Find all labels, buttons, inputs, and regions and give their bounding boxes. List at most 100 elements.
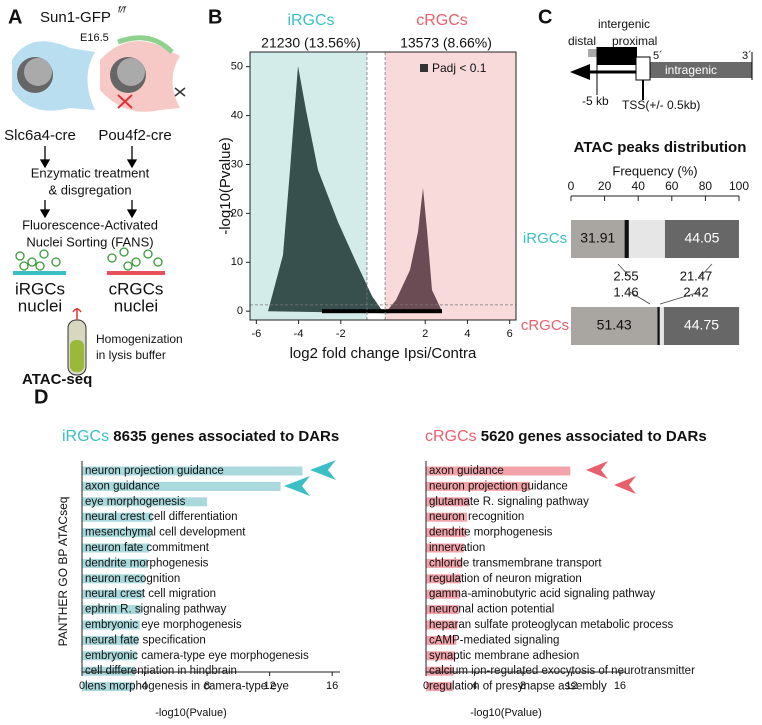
category-label: neural crest cell migration: [85, 588, 216, 600]
category-label: cell differentiation in hindbrain: [85, 665, 237, 677]
x-tick-label: 12: [565, 680, 577, 692]
title-part: cRGCs: [425, 428, 477, 445]
value-label: 1.46: [613, 284, 638, 299]
bar: [426, 651, 456, 661]
category-label: neuron recognition: [85, 573, 180, 585]
category-label: regulation of neuron migration: [429, 573, 582, 585]
x-tick-label: -6: [251, 328, 261, 340]
region-label: -5 kb: [582, 94, 609, 108]
bar: [82, 635, 139, 645]
category-label: embryonic camera-type eye morphogenesis: [85, 650, 309, 662]
title-part: genes associated to DARs: [151, 428, 339, 445]
region-label: 5´: [653, 50, 663, 62]
chart-title: cRGCs 5620 genes associated to DARs: [425, 428, 707, 445]
category-label: heparan sulfate proteoglycan metabolic p…: [429, 619, 673, 631]
y-axis-label: -log10(Pvalue): [217, 137, 234, 235]
category-label: calcium ion-regulated exocytosis of neur…: [429, 665, 695, 677]
bar: [82, 497, 208, 507]
x-axis-label: -log10(Pvalue): [155, 707, 227, 719]
bar: [426, 635, 457, 645]
bar: [82, 682, 134, 692]
category-label: neuron projection guidance: [85, 465, 224, 477]
genotype: f/f: [118, 4, 127, 14]
point-cloud: [268, 66, 384, 314]
arrowheads: [284, 460, 636, 496]
x-tick-label: 80: [699, 179, 713, 193]
x-tick-label: 4: [141, 680, 147, 692]
method: ATAC-seq: [22, 371, 92, 388]
group-count: 13573 (8.66%): [400, 35, 492, 51]
category-label: axon guidance: [429, 465, 504, 477]
bar: [82, 574, 145, 584]
region-label: proximal: [612, 34, 657, 48]
category-label: neuron recognition: [429, 511, 524, 523]
value-label: 2.42: [683, 284, 708, 299]
bar-segment: [659, 307, 664, 345]
category-label: eye morphogenesis: [85, 496, 186, 508]
bar: [82, 589, 143, 599]
nuclei-label: nuclei: [18, 296, 62, 315]
category-label: dendrite morphogenesis: [429, 527, 553, 539]
x-tick-label: 100: [729, 179, 749, 193]
bar: [426, 620, 458, 630]
y-tick-label: 20: [231, 207, 243, 219]
category-label: dendrite morphogenesis: [85, 557, 209, 569]
category-label: chloride transmembrane transport: [429, 557, 602, 569]
bar: [426, 512, 468, 522]
bar-segment: [571, 307, 658, 345]
region-label: TSS(+/- 0.5kb): [622, 98, 700, 112]
x-tick-label: 60: [665, 179, 679, 193]
value-label: 2.55: [613, 268, 638, 283]
mouse-line: Sun1-GFP: [40, 9, 111, 26]
title-part: genes associated to DARs: [518, 428, 706, 445]
bar-segment: [664, 220, 739, 258]
cre-line: Slc6a4-cre: [4, 127, 76, 144]
x-tick-label: 20: [598, 179, 612, 193]
category-label: cAMP-mediated signaling: [429, 634, 559, 646]
x-tick-label: 8: [204, 680, 210, 692]
title-part: 5620: [481, 428, 514, 445]
region-label: 3´: [742, 50, 752, 62]
x-tick-label: -4: [294, 328, 304, 340]
step: & disgregation: [48, 182, 131, 197]
category-label: neural fate specification: [85, 634, 206, 646]
bar: [82, 666, 136, 676]
bar: [426, 543, 464, 553]
bar: [426, 682, 453, 692]
x-tick-label: 16: [614, 680, 626, 692]
region-label: intergenic: [598, 17, 650, 31]
x-tick-label: 16: [326, 680, 338, 692]
chart-title: ATAC peaks distribution: [574, 139, 747, 156]
x-tick-label: 4: [471, 680, 477, 692]
panel-label: D: [34, 386, 48, 408]
x-tick-label: -2: [336, 328, 346, 340]
panel-a-illustration: [12, 35, 186, 376]
y-tick-label: 30: [231, 158, 243, 170]
point-cloud: [385, 188, 442, 314]
category-label: regulation of presynapse assembly: [429, 681, 607, 693]
y-tick-label: 50: [231, 61, 243, 73]
bar: [82, 543, 150, 553]
gene-diagram: [570, 47, 753, 305]
category-label: ephrin R. signaling pathway: [85, 604, 227, 616]
category-label: gamma-aminobutyric acid signaling pathwa…: [429, 588, 656, 600]
bar-segment: [624, 220, 629, 258]
nuclei-label: nuclei: [114, 296, 158, 315]
step: Homogenization: [96, 332, 183, 346]
x-tick-label: 0: [423, 680, 429, 692]
region-label: intragenic: [665, 63, 717, 77]
value-label: 21.47: [680, 268, 713, 283]
y-tick-label: 10: [231, 256, 243, 268]
x-axis-label: log2 fold change Ipsi/Contra: [290, 345, 477, 362]
x-tick-label: 0: [79, 680, 85, 692]
bar-segment: [657, 307, 660, 345]
category-label: cRGCs: [521, 317, 569, 334]
group-label: cRGCs: [416, 12, 468, 29]
bar: [82, 512, 153, 522]
x-tick-label: 12: [264, 680, 276, 692]
x-axis-label: Frequency (%): [612, 163, 697, 178]
bar: [426, 497, 470, 507]
value-label: 44.75: [684, 317, 719, 333]
bar: [426, 605, 459, 615]
value-label: 51.43: [597, 317, 632, 333]
